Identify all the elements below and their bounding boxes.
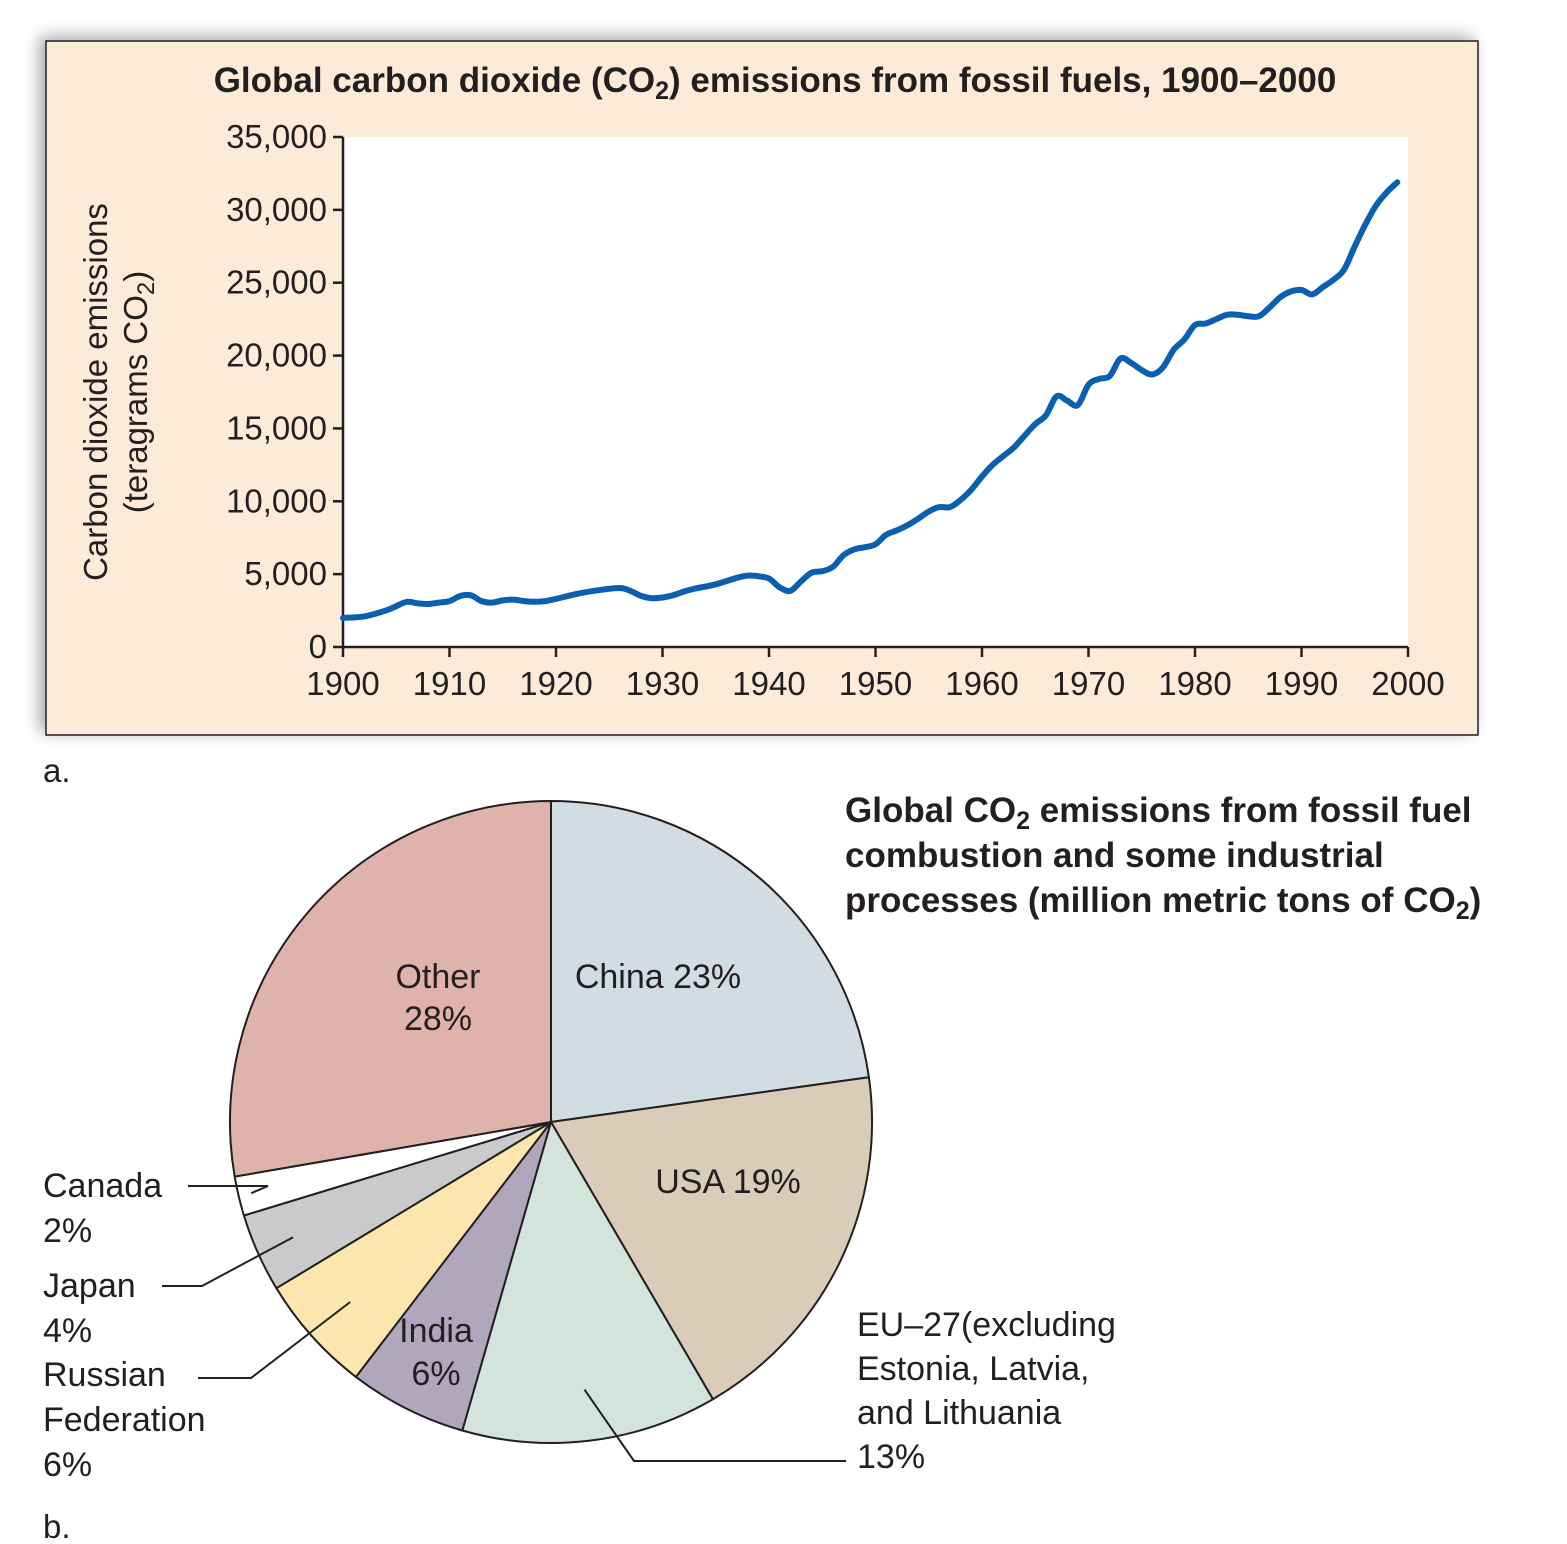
pie-title-part: Global CO — [845, 791, 1016, 830]
x-tick-label: 1970 — [1052, 665, 1125, 702]
pie-chart-title: Global CO2 emissions from fossil fuel co… — [845, 791, 1481, 925]
pie-slice-eu27 — [461, 1121, 714, 1444]
slice-label-usa: USA 19% — [655, 1163, 801, 1201]
y-axis-label-part: ) — [117, 271, 154, 282]
slice-label-line: 6% — [43, 1446, 92, 1484]
pie-slice-india — [354, 1121, 552, 1432]
pie-title-subscript: 2 — [1456, 897, 1470, 925]
panel-a-label: a. — [43, 752, 71, 789]
y-axis-label: Carbon dioxide emissions (teragrams CO2) — [77, 203, 160, 581]
plot-area — [343, 137, 1408, 647]
slice-label-russia: Russian Federation 6% — [43, 1356, 206, 1484]
x-tick-label: 1930 — [626, 665, 699, 702]
slice-label-line: Japan — [43, 1267, 136, 1305]
leader-line-japan — [162, 1236, 294, 1287]
pie-slice-usa — [550, 1076, 874, 1401]
y-axis-label-subscript: 2 — [133, 282, 160, 295]
x-tick-label: 1940 — [732, 665, 805, 702]
pie-title-subscript: 2 — [1016, 807, 1030, 835]
y-tick-label: 20,000 — [226, 337, 327, 374]
x-tick-label: 1990 — [1265, 665, 1338, 702]
line-chart-title-subscript: 2 — [655, 77, 669, 105]
slice-label-eu27: EU–27(excluding Estonia, Latvia, and Lithu… — [857, 1306, 1116, 1476]
slice-label-line: Canada — [43, 1167, 162, 1205]
pie-title-part: ) — [1470, 881, 1482, 920]
line-chart-panel: Global carbon dioxide (CO2) emissions fr… — [45, 40, 1479, 736]
leader-line-canada — [188, 1185, 269, 1195]
axes: 0 5,000 10,000 15,000 20,000 25,000 30,000 35,0… — [226, 118, 1445, 702]
slice-label-line: 4% — [43, 1312, 92, 1350]
slice-label-line: Estonia, Latvia, — [857, 1350, 1089, 1388]
slice-label-other: Other 28% — [395, 958, 480, 1038]
x-tick-label: 1920 — [519, 665, 592, 702]
pie-slice-china — [550, 800, 870, 1123]
slice-label-line: China 23% — [575, 958, 741, 996]
y-tick-label: 0 — [309, 628, 327, 665]
slice-label-japan: Japan 4% — [43, 1267, 136, 1350]
panel-b-label: b. — [43, 1508, 71, 1544]
slice-label-line: India — [399, 1312, 473, 1350]
line-chart-title-part: ) emissions from fossil fuels, 1900–2000 — [669, 61, 1336, 100]
y-tick-label: 30,000 — [226, 191, 327, 228]
line-chart-title-part: Global carbon dioxide (CO — [214, 61, 655, 100]
slice-label-line: 28% — [404, 1000, 472, 1038]
slice-label-china: China 23% — [575, 958, 741, 996]
slice-label-line: 13% — [857, 1438, 925, 1476]
slice-label-line: Other — [395, 958, 480, 996]
x-tick-label: 1980 — [1158, 665, 1231, 702]
y-axis-label-line1: Carbon dioxide emissions — [77, 203, 114, 581]
pie-title-part: processes (million metric tons of CO — [845, 881, 1456, 920]
pie-slice-other — [229, 800, 552, 1178]
leader-line-russia — [198, 1301, 351, 1379]
y-tick-label: 5,000 — [244, 555, 327, 592]
y-tick-label: 35,000 — [226, 118, 327, 155]
pie-slice-russia — [275, 1121, 552, 1378]
pie-title-part: emissions from fossil fuel — [1030, 791, 1472, 830]
y-axis-label-part: (teragrams CO — [117, 295, 154, 513]
pie-chart — [229, 800, 874, 1444]
pie-title-line3: processes (million metric tons of CO2) — [845, 881, 1481, 925]
emissions-line — [340, 179, 1401, 621]
x-tick-label: 2000 — [1371, 665, 1444, 702]
slice-label-line: and Lithuania — [857, 1394, 1061, 1432]
slice-label-line: 2% — [43, 1212, 92, 1250]
slice-label-india: India 6% — [399, 1312, 473, 1393]
pie-title-line1: Global CO2 emissions from fossil fuel — [845, 791, 1472, 835]
y-tick-label: 15,000 — [226, 409, 327, 446]
line-chart-title: Global carbon dioxide (CO2) emissions fr… — [214, 61, 1337, 105]
x-tick-label: 1910 — [413, 665, 486, 702]
x-tick-label: 1950 — [839, 665, 912, 702]
slice-label-line: USA 19% — [655, 1163, 801, 1201]
pie-title-line2: combustion and some industrial — [845, 836, 1384, 875]
pie-labels: China 23% USA 19% Other 28% India 6% EU–27(exc… — [43, 958, 1116, 1484]
y-tick-label: 25,000 — [226, 264, 327, 301]
x-tick-label: 1900 — [306, 665, 379, 702]
leader-line-eu27 — [583, 1389, 846, 1462]
slice-label-canada: Canada 2% — [43, 1167, 162, 1250]
slice-label-line: 6% — [411, 1355, 460, 1393]
y-axis-label-line2: (teragrams CO2) — [117, 271, 160, 514]
x-tick-label: 1960 — [945, 665, 1018, 702]
slice-label-line: Russian — [43, 1356, 166, 1394]
y-tick-label: 10,000 — [226, 482, 327, 519]
slice-label-line: EU–27(excluding — [857, 1306, 1116, 1344]
slice-label-line: Federation — [43, 1401, 206, 1439]
